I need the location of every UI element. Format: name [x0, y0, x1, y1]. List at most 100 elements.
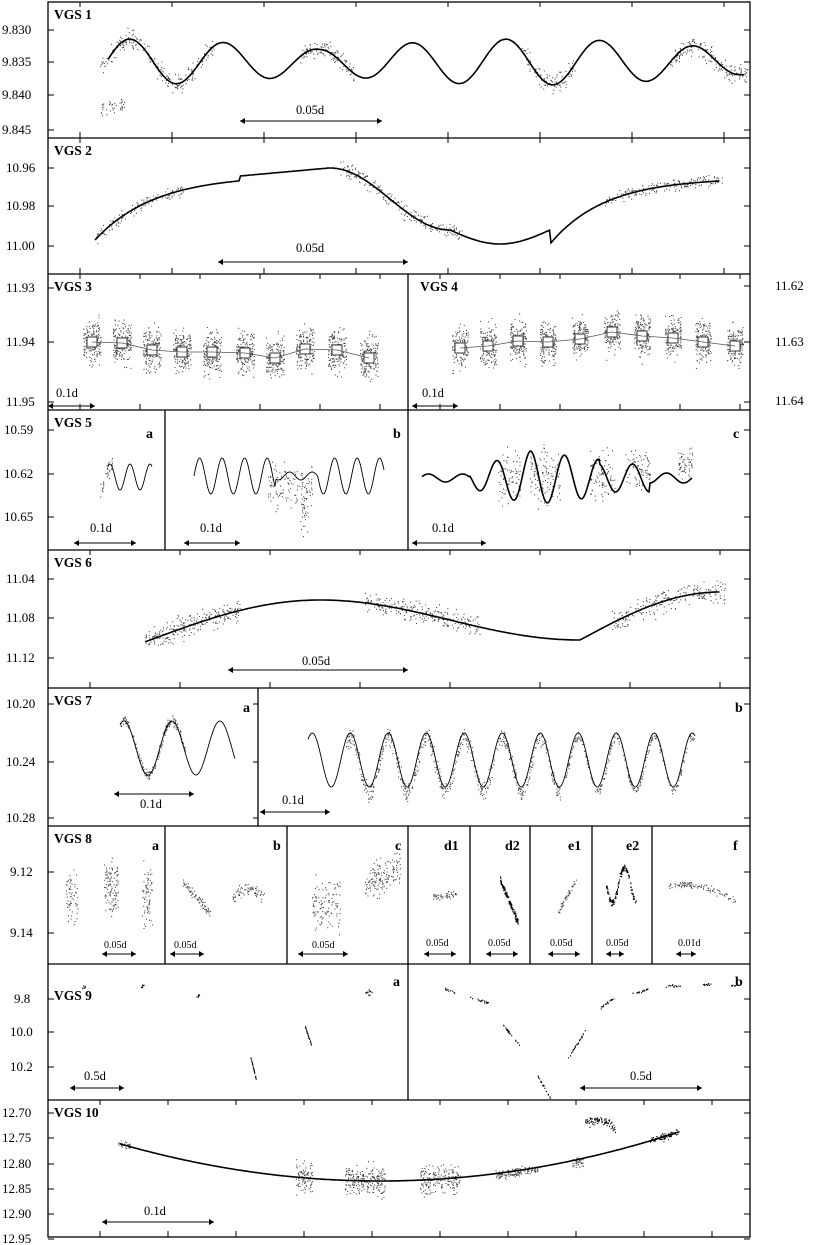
panel-title: VGS 6 — [54, 555, 92, 570]
subpanel-label: e2 — [626, 839, 639, 854]
subpanel-label: b — [393, 427, 401, 442]
scale-bar-arrow — [377, 118, 382, 124]
scale-bar-label: 0.05d — [296, 241, 325, 255]
fit-curve — [119, 1130, 680, 1182]
scale-bar-arrow — [403, 259, 408, 265]
data-points — [500, 876, 519, 925]
data-points — [625, 449, 651, 491]
scale-bar-label: 0.05d — [488, 938, 511, 949]
data-points — [340, 161, 463, 240]
data-points — [605, 174, 723, 207]
subpanel-label: e1 — [568, 839, 581, 854]
scale-bar-arrow — [325, 809, 330, 815]
data-points — [82, 985, 86, 990]
panel-title: VGS 2 — [54, 143, 92, 158]
data-points — [558, 879, 577, 914]
data-points — [145, 600, 241, 646]
scale-bar-arrow — [90, 403, 95, 409]
scale-bar-arrow — [412, 540, 417, 546]
data-points — [268, 461, 313, 513]
data-points — [100, 27, 215, 94]
data-points — [100, 98, 126, 116]
scale-bar-label: 0.1d — [432, 521, 455, 535]
scale-bar-label: 0.05d — [550, 938, 573, 949]
data-points — [365, 847, 401, 900]
scale-bar-arrow — [676, 951, 681, 957]
scale-bar-label: 0.5d — [84, 1069, 107, 1083]
panel-title: VGS 4 — [420, 279, 458, 294]
ytick-label: 10.2 — [10, 1059, 33, 1074]
data-points — [606, 864, 637, 907]
scale-bar-arrow — [412, 403, 417, 409]
data-points — [498, 446, 521, 507]
scale-bar-arrow — [74, 540, 79, 546]
ytick-label: 11.04 — [6, 571, 35, 586]
data-points — [365, 989, 373, 997]
data-points — [232, 883, 265, 903]
data-points — [445, 987, 456, 994]
fit-curve — [94, 167, 719, 245]
ytick-label: 11.08 — [6, 610, 35, 625]
scale-bar-label: 0.1d — [140, 797, 163, 811]
scale-bar-arrow — [102, 951, 107, 957]
scale-bar-label: 0.05d — [606, 938, 629, 949]
scale-bar-arrow — [548, 951, 553, 957]
fit-curve — [119, 720, 236, 776]
data-points — [196, 994, 201, 998]
scale-bar-label: 0.01d — [678, 938, 701, 949]
scale-bar-label: 0.5d — [630, 1069, 653, 1083]
data-points — [612, 580, 726, 631]
scale-bar-arrow — [453, 403, 458, 409]
ytick-label: 12.85 — [2, 1181, 31, 1196]
figure-frame — [47, 1, 751, 1238]
scale-bar-arrow — [119, 1085, 124, 1091]
ytick-label: 10.98 — [6, 198, 35, 213]
scale-bar-label: 0.1d — [144, 1204, 167, 1218]
data-points — [632, 988, 649, 995]
data-points — [100, 458, 113, 498]
ytick-label: 11.93 — [6, 280, 35, 295]
ytick-label: 11.00 — [6, 238, 35, 253]
subpanel-label: c — [395, 839, 401, 854]
fit-curve — [307, 732, 696, 788]
ytick-label: 10.24 — [6, 754, 36, 769]
scale-bar-arrow — [513, 951, 518, 957]
scale-bar-arrow — [189, 791, 194, 797]
ytick-label: 11.64 — [775, 393, 804, 408]
fit-curve — [193, 457, 385, 495]
scale-bar-arrow — [697, 1085, 702, 1091]
scale-bar-arrow — [131, 540, 136, 546]
data-points — [300, 492, 309, 538]
panel-title: VGS 9 — [54, 988, 92, 1003]
subpanel-label: a — [243, 701, 250, 716]
fit-curve — [107, 463, 153, 491]
scale-bar-label: 0.05d — [312, 940, 335, 951]
scale-bar-arrow — [403, 667, 408, 673]
data-points — [678, 447, 693, 480]
subpanel-label: b — [735, 701, 743, 716]
data-points — [346, 728, 561, 803]
ytick-label: 12.80 — [2, 1156, 31, 1171]
data-points — [140, 984, 145, 989]
scale-bar-arrow — [209, 1219, 214, 1225]
subpanel-label: d2 — [505, 839, 520, 854]
ytick-label: 11.94 — [6, 334, 35, 349]
panel-title: VGS 8 — [54, 831, 92, 846]
scale-bar-label: 0.1d — [200, 521, 223, 535]
mean-curve — [91, 341, 370, 359]
ytick-label: 9.830 — [2, 22, 31, 37]
data-points — [585, 1117, 616, 1133]
ytick-label: 9.14 — [10, 925, 33, 940]
subpanel-label: a — [146, 427, 153, 442]
panel-title: VGS 5 — [54, 415, 92, 430]
panel-title: VGS 1 — [54, 7, 92, 22]
scale-bar-arrow — [451, 951, 456, 957]
fit-curve — [107, 38, 745, 86]
subpanel-label: b — [273, 839, 281, 854]
scale-bar-arrow — [114, 791, 119, 797]
subpanel-label: a — [393, 975, 400, 990]
scale-bar-arrow — [48, 403, 53, 409]
ytick-label: 11.62 — [775, 278, 804, 293]
ytick-label: 9.840 — [2, 87, 31, 102]
fit-curve — [144, 591, 720, 643]
